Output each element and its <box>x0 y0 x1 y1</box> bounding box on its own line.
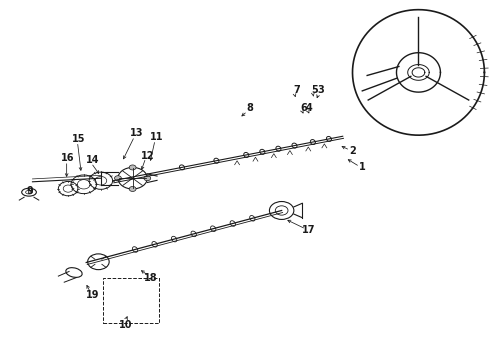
Text: 19: 19 <box>86 291 99 301</box>
Text: 15: 15 <box>72 134 86 144</box>
Text: 17: 17 <box>302 225 315 235</box>
Text: 1: 1 <box>359 162 366 172</box>
Circle shape <box>129 186 136 192</box>
Text: 3: 3 <box>318 85 324 95</box>
Text: 4: 4 <box>306 103 313 113</box>
Text: 14: 14 <box>86 155 99 165</box>
Text: 2: 2 <box>349 146 356 156</box>
Text: 7: 7 <box>293 85 300 95</box>
Text: 18: 18 <box>145 273 158 283</box>
Text: 10: 10 <box>119 320 132 330</box>
Text: 16: 16 <box>61 153 75 163</box>
Text: 13: 13 <box>130 129 143 138</box>
Text: 8: 8 <box>246 103 253 113</box>
Circle shape <box>115 176 122 181</box>
Text: 6: 6 <box>300 103 307 113</box>
Text: 12: 12 <box>141 150 154 161</box>
Text: 5: 5 <box>312 85 318 95</box>
Circle shape <box>144 176 151 181</box>
Text: 11: 11 <box>150 132 164 142</box>
Text: 9: 9 <box>26 186 33 196</box>
Circle shape <box>129 165 136 170</box>
